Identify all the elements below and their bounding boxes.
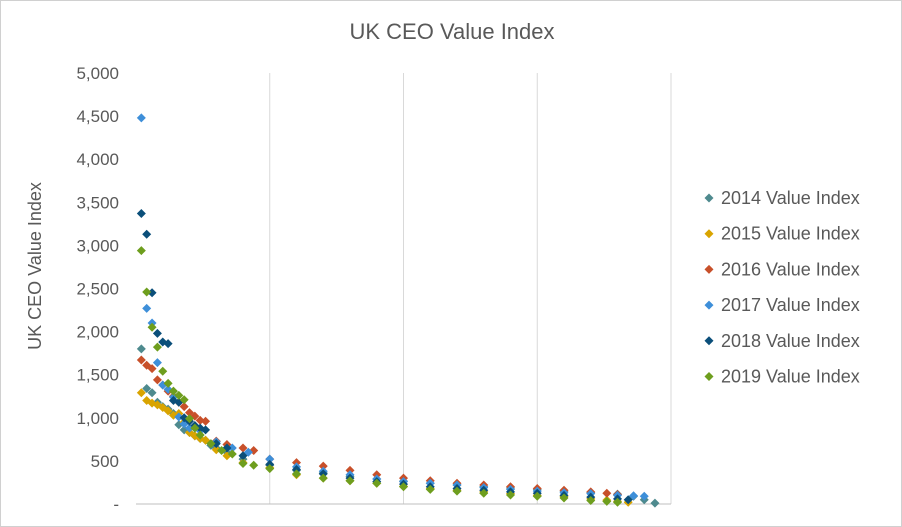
data-point-series-3 xyxy=(201,416,211,426)
data-point-series-5 xyxy=(238,451,248,461)
data-point-series-6 xyxy=(559,493,569,503)
data-point-series-6 xyxy=(602,496,612,506)
data-point-series-4 xyxy=(265,454,275,464)
data-point-series-3 xyxy=(136,355,146,365)
chart-title: UK CEO Value Index xyxy=(349,19,554,44)
data-point-series-6 xyxy=(292,469,301,479)
data-point-series-1 xyxy=(650,498,660,508)
data-point-series-3 xyxy=(318,461,328,471)
data-point-series-4 xyxy=(142,303,152,313)
data-point-series-1 xyxy=(136,344,146,354)
data-point-series-6 xyxy=(613,497,622,507)
data-point-series-6 xyxy=(479,488,489,498)
data-point-series-6 xyxy=(227,449,237,459)
data-point-series-6 xyxy=(163,378,173,388)
y-tick-label: 2,500 xyxy=(76,280,119,299)
data-point-series-4 xyxy=(629,491,639,501)
legend-label-series-4: 2017 Value Index xyxy=(721,295,860,315)
data-point-series-6 xyxy=(506,490,515,500)
legend-label-series-3: 2016 Value Index xyxy=(721,259,860,279)
data-point-series-4 xyxy=(152,358,162,368)
y-tick-label: 500 xyxy=(91,452,119,471)
y-tick-label: - xyxy=(113,495,119,514)
data-point-series-6 xyxy=(452,486,462,496)
data-point-series-6 xyxy=(152,342,162,352)
data-point-series-6 xyxy=(185,414,194,424)
data-point-series-4 xyxy=(136,113,146,123)
data-point-series-6 xyxy=(190,423,200,433)
y-axis-label: UK CEO Value Index xyxy=(25,182,45,350)
data-point-series-6 xyxy=(179,395,189,405)
data-point-series-4 xyxy=(639,491,649,501)
data-point-series-3 xyxy=(238,443,248,453)
data-point-series-5 xyxy=(152,328,162,338)
data-point-series-6 xyxy=(168,386,178,396)
legend-label-series-5: 2018 Value Index xyxy=(721,331,860,351)
data-point-series-5 xyxy=(623,495,633,505)
legend-marker-series-6 xyxy=(704,372,714,381)
data-point-series-6 xyxy=(586,496,596,506)
legend-marker-series-5 xyxy=(704,336,714,346)
data-point-series-5 xyxy=(163,339,173,349)
data-point-series-3 xyxy=(602,488,612,498)
data-point-series-6 xyxy=(265,464,275,474)
legend-marker-series-4 xyxy=(704,300,714,310)
data-point-series-6 xyxy=(158,366,168,376)
data-point-series-1 xyxy=(147,388,157,398)
data-point-series-6 xyxy=(372,478,382,488)
y-tick-label: 3,500 xyxy=(76,193,119,212)
data-point-series-5 xyxy=(211,439,221,449)
data-point-series-6 xyxy=(238,458,248,468)
legend-marker-series-3 xyxy=(704,264,714,274)
data-point-series-3 xyxy=(179,402,189,412)
data-point-series-6 xyxy=(142,287,152,297)
grid-layer xyxy=(269,73,672,504)
data-point-series-6 xyxy=(147,322,157,332)
legend-label-series-6: 2019 Value Index xyxy=(721,367,860,387)
data-point-series-6 xyxy=(217,446,227,456)
data-point-series-6 xyxy=(532,491,542,501)
legend: 2014 Value Index 2015 Value Index 2016 Val… xyxy=(704,188,860,387)
data-point-series-5 xyxy=(142,229,152,239)
legend-label-series-1: 2014 Value Index xyxy=(721,188,860,208)
data-point-series-6 xyxy=(399,482,408,492)
data-point-series-6 xyxy=(195,430,205,440)
data-point-series-2 xyxy=(136,388,146,398)
data-point-series-2 xyxy=(163,406,173,416)
data-point-series-3 xyxy=(147,364,157,374)
data-point-series-1 xyxy=(142,383,152,393)
data-point-series-6 xyxy=(318,473,328,483)
legend-marker-series-1 xyxy=(704,193,714,203)
data-point-series-3 xyxy=(152,375,162,385)
y-tick-label: 2,000 xyxy=(76,323,119,342)
y-tick-label: 4,500 xyxy=(76,107,119,126)
legend-marker-series-2 xyxy=(704,229,714,239)
data-point-series-4 xyxy=(227,443,237,453)
data-point-series-6 xyxy=(345,476,355,486)
data-point-series-6 xyxy=(136,246,146,256)
y-tick-label: 3,000 xyxy=(76,236,119,255)
y-tick-label: 4,000 xyxy=(76,150,119,169)
y-tick-label: 1,500 xyxy=(76,366,119,385)
data-point-series-6 xyxy=(249,460,259,470)
data-point-series-6 xyxy=(174,390,184,400)
y-tick-label: 1,000 xyxy=(76,409,119,428)
points-layer xyxy=(136,113,660,508)
data-point-series-6 xyxy=(425,484,435,494)
data-point-series-6 xyxy=(206,439,216,449)
data-point-series-5 xyxy=(201,425,211,435)
y-tick-label: 5,000 xyxy=(76,64,119,83)
axis-layer: - 500 1,000 1,500 2,000 2,500 3,000 3,500 4,000 4… xyxy=(76,64,671,514)
data-point-series-5 xyxy=(136,209,146,219)
legend-label-series-2: 2015 Value Index xyxy=(721,224,860,244)
